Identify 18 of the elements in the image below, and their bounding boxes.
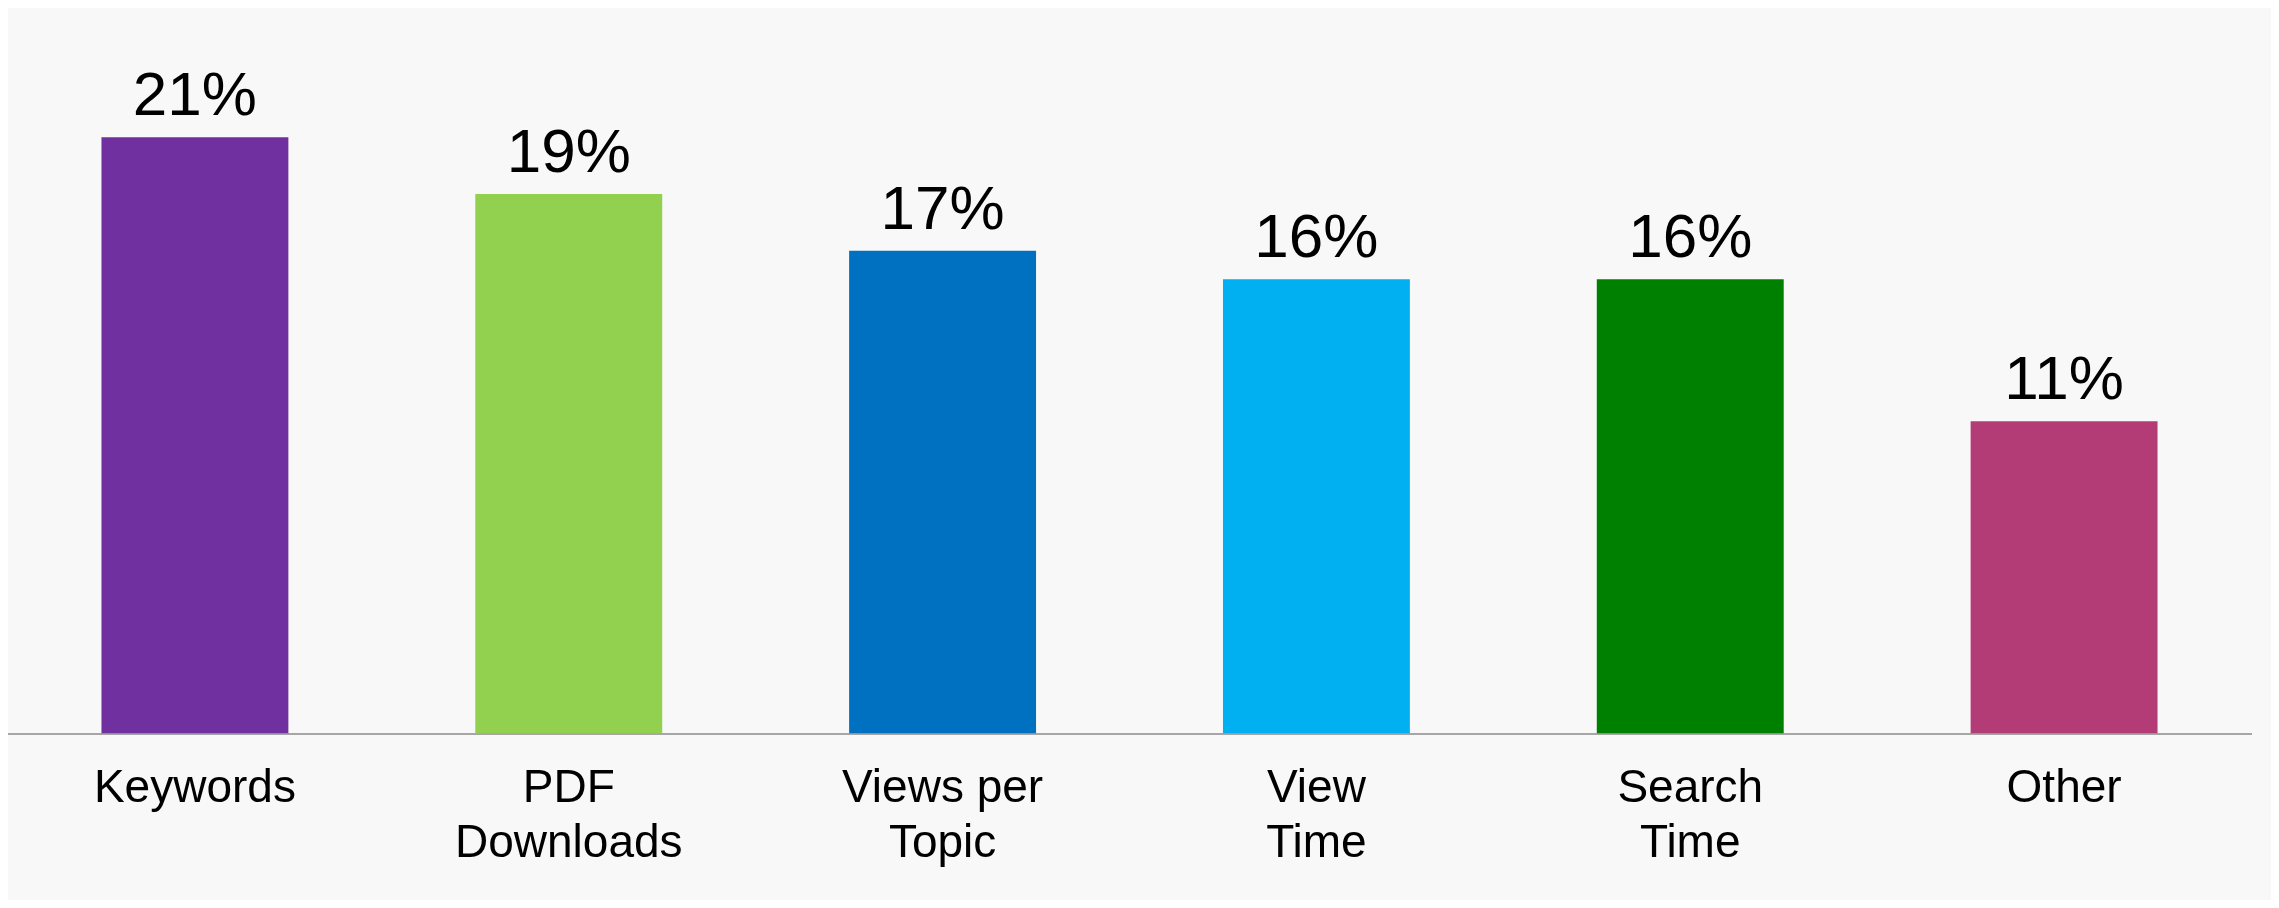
bar [849, 250, 1037, 734]
x-tick-label: Views per Topic [842, 759, 1044, 868]
bar [1596, 279, 1784, 734]
bar [475, 194, 663, 734]
x-tick-label: View Time [1266, 759, 1367, 868]
x-tick-label: Keywords [93, 759, 296, 812]
data-label: 16% [1628, 201, 1753, 271]
bar [101, 137, 289, 734]
data-label: 21% [132, 59, 257, 129]
bar [1970, 421, 2158, 734]
data-label: 11% [2004, 343, 2124, 413]
data-label: 19% [506, 116, 631, 186]
x-tick-label: Search Time [1617, 759, 1764, 868]
bar [1222, 279, 1410, 734]
data-label: 17% [880, 172, 1005, 242]
x-tick-label: PDF Downloads [454, 759, 683, 868]
data-label: 16% [1254, 201, 1379, 271]
x-tick-label: Other [2006, 759, 2122, 812]
